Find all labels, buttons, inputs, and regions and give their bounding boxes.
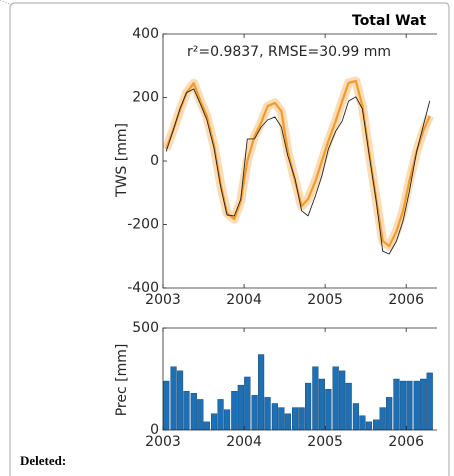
bar — [223, 409, 231, 430]
bar — [284, 413, 291, 430]
y-tick-label: 500 — [132, 320, 159, 336]
bar — [183, 391, 190, 430]
chart-title: Total Wat — [352, 13, 427, 29]
bar — [413, 380, 420, 430]
bar — [312, 366, 319, 430]
bar — [278, 407, 285, 430]
bar — [176, 370, 184, 430]
bar — [231, 391, 238, 430]
bar — [318, 378, 325, 430]
y-tick-label: -200 — [127, 217, 159, 233]
x-tick-label: 2004 — [226, 434, 262, 450]
bar — [352, 403, 360, 430]
bar — [244, 376, 251, 430]
bar — [251, 395, 258, 430]
y-tick-label: 400 — [132, 26, 159, 42]
bar — [406, 380, 413, 430]
bar — [170, 366, 177, 430]
bar — [393, 378, 400, 430]
x-tick-label: 2003 — [145, 434, 181, 450]
x-tick-label: 2005 — [307, 292, 343, 308]
axes-frame — [162, 327, 437, 431]
bar — [426, 372, 433, 430]
bar — [399, 380, 407, 430]
bar — [197, 399, 204, 430]
y-tick-label: 0 — [150, 422, 159, 438]
x-tick-label: 2006 — [388, 292, 424, 308]
x-tick-label: 2006 — [388, 434, 424, 450]
y-tick-label: 0 — [150, 153, 159, 169]
bar — [217, 399, 224, 430]
bar — [305, 382, 312, 430]
bar — [298, 407, 305, 430]
x-tick-label: 2003 — [145, 292, 181, 308]
bar — [359, 415, 366, 430]
bar — [190, 393, 197, 430]
y-axis-label: Prec [mm] — [114, 344, 130, 417]
bar — [325, 389, 332, 430]
bar — [386, 397, 393, 430]
bar — [163, 380, 170, 430]
y-tick-label: 200 — [132, 90, 159, 106]
x-tick-label: 2004 — [226, 292, 262, 308]
y-axis-label: TWS [mm] — [114, 123, 130, 198]
bar — [420, 378, 427, 430]
bar — [210, 413, 218, 430]
y-tick-label: -400 — [127, 280, 159, 296]
plot-area — [163, 76, 434, 255]
bar — [345, 382, 352, 430]
plot-area — [163, 354, 433, 430]
axes-frame — [162, 33, 437, 289]
line — [165, 88, 431, 255]
bar — [264, 397, 271, 430]
bar — [203, 421, 210, 430]
bar — [257, 354, 265, 430]
annotation: r²=0.9837, RMSE=30.99 mm — [187, 44, 391, 60]
uncertainty-band — [163, 76, 434, 251]
bar — [292, 407, 299, 430]
x-tick-label: 2005 — [307, 434, 343, 450]
bar — [365, 421, 373, 430]
bar — [271, 403, 278, 430]
comment-box — [9, 2, 450, 476]
bar — [339, 370, 346, 430]
bar — [379, 407, 386, 430]
bar — [373, 419, 380, 430]
comment-connector — [0, 0, 13, 6]
bar — [237, 384, 244, 430]
comment-label: Deleted: — [20, 453, 66, 468]
bar — [332, 366, 339, 430]
